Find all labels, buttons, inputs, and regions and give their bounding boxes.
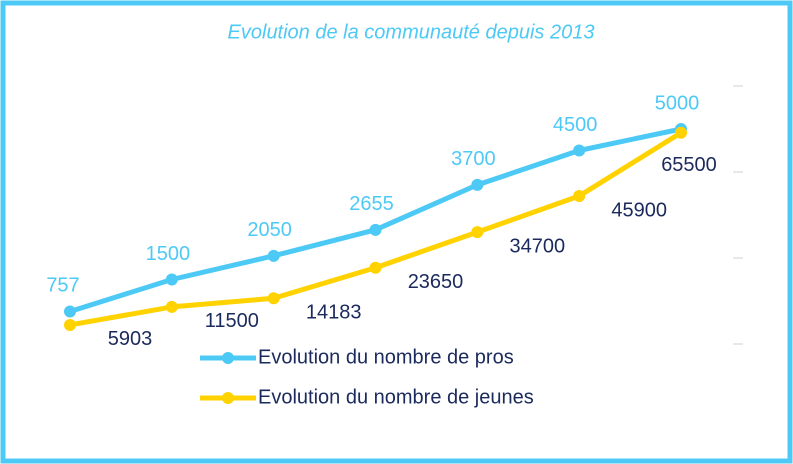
data-label: 45900 — [611, 199, 667, 221]
point — [369, 223, 382, 236]
data-label: 2655 — [349, 193, 394, 215]
data-label: 23650 — [408, 271, 464, 293]
legend-label: Evolution du nombre de pros — [258, 346, 514, 368]
data-label: 757 — [46, 275, 79, 297]
data-label: 3700 — [451, 148, 496, 170]
data-label: 34700 — [510, 235, 566, 257]
point — [471, 226, 484, 239]
legend-label: Evolution du nombre de jeunes — [258, 386, 534, 408]
data-label: 2050 — [247, 219, 292, 241]
point — [165, 300, 178, 313]
data-label: 5903 — [108, 328, 153, 350]
point — [64, 318, 76, 331]
data-label: 1500 — [146, 243, 191, 265]
point — [267, 292, 280, 305]
data-label: 14183 — [306, 302, 362, 324]
chart-title: Evolution de la communauté depuis 2013 — [228, 21, 595, 43]
data-label: 4500 — [553, 114, 598, 136]
point — [573, 189, 586, 202]
point — [573, 144, 586, 157]
data-label: 11500 — [205, 310, 259, 332]
data-label: 65500 — [661, 154, 717, 176]
point — [471, 178, 484, 191]
data-label: 5000 — [655, 92, 700, 114]
point — [165, 273, 178, 286]
point — [369, 261, 382, 274]
point — [675, 126, 687, 139]
point — [64, 305, 76, 318]
legend-marker — [222, 392, 234, 404]
point — [267, 249, 280, 262]
legend-marker — [222, 352, 234, 364]
